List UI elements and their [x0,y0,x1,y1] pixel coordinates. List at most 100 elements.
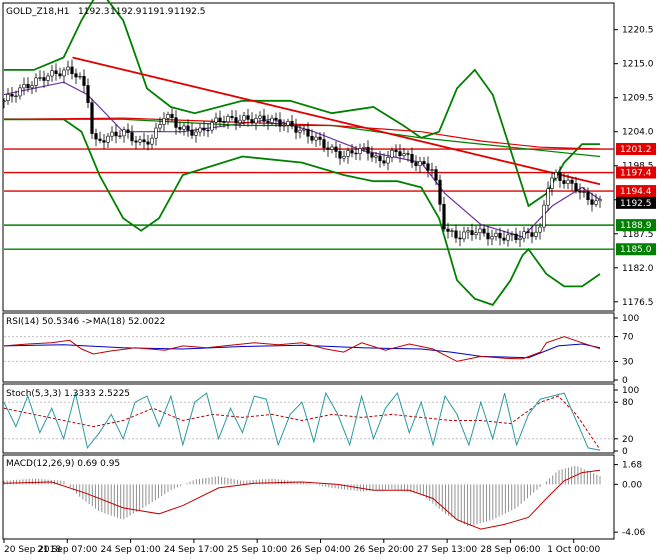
candle-body [198,127,202,133]
price-title: GOLD_Z18,H1 [6,7,69,17]
candle-body [590,199,594,205]
stochastic-panel[interactable] [2,383,615,454]
candle-body [382,160,386,164]
candle-body [390,149,394,158]
candle-body [154,127,158,139]
candle-body [370,152,374,158]
macd-panel[interactable] [2,454,615,540]
candle-body [430,169,434,171]
trendline [72,56,601,186]
stochastic-d-line [3,395,601,450]
price-level-tag [616,185,656,198]
ohlc-high: 1192.9 [110,7,142,17]
candle-body [418,161,422,166]
candle-body [278,119,282,127]
candle-body [122,129,126,137]
candle-body [318,136,322,140]
price-axis-tick-label: 1209.5 [622,94,654,104]
candle-body [118,135,122,137]
price-level-label: 1194.4 [620,187,652,197]
price-panel[interactable] [2,2,615,312]
candle-body [302,128,306,131]
candle-body [202,127,206,131]
time-axis-label: 1 Oct 00:00 [547,545,600,555]
candle-body [526,231,530,233]
candle-body [222,121,226,123]
macd-plot: 1.68 0.00 -4.06 [3,461,646,538]
ohlc-close: 1192.5 [174,7,206,17]
candle-body [534,231,538,237]
candle-body [286,121,290,126]
price-plot: 1220.51215.01209.51204.01198.51193.01187… [2,0,656,308]
candle-body [434,169,438,181]
candle-body [26,84,30,89]
candle-body [114,131,118,137]
candle-body [450,230,454,232]
price-axis-tick-label: 1176.5 [622,298,654,308]
candle-body [38,77,42,79]
candle-body [294,125,298,133]
price-level-label: 1201.2 [620,145,652,155]
candle-body [186,125,190,131]
candle-body [562,180,566,184]
candle-body [130,132,134,142]
rsi-line [3,336,601,362]
time-axis-label: 26 Sep 20:00 [354,545,414,555]
candle-body [414,162,418,166]
candle-body [386,157,390,164]
rsi-plot: 100 70 30 0 [3,314,639,386]
time-axis-label: 26 Sep 04:00 [290,545,350,555]
ohlc-low: 1191.9 [142,7,174,17]
bb-lower-line [4,118,601,306]
candle-body [566,179,570,184]
rsi-panel[interactable] [2,312,615,383]
candle-body [226,116,230,123]
candle-body [542,204,546,228]
candle-body [482,228,486,234]
candle-body [50,70,54,77]
candle-body [282,125,286,127]
ma-slow-red-line [3,117,601,150]
candle-body [574,183,578,192]
ohlc-open: 1192.3 [78,7,110,17]
rsi-axis-tick-label: 100 [622,314,639,324]
candle-body [506,234,510,241]
candle-body [338,151,342,159]
candle-body [90,102,94,134]
candle-body [598,199,602,202]
candle-body [94,133,98,140]
candle-body [34,77,38,86]
candle-body [166,114,170,119]
candle-body [126,129,130,133]
candle-body [350,150,354,154]
candle-body [310,135,314,141]
candle-body [206,129,210,132]
macd-axis-tick-label: -4.06 [622,528,646,538]
rsi-axis-tick-label: 70 [622,333,634,343]
candle-body [210,122,214,131]
candle-body [150,137,154,145]
candle-body [10,94,14,97]
price-level-tag [616,219,656,232]
stochastic-plot: 100 80 20 0 [3,386,639,457]
candle-body [422,161,426,164]
ma-slow-green-line [4,118,601,158]
candle-body [262,115,266,122]
time-axis-label: 20 Sep 2018 [4,545,61,555]
price-level-label: 1197.4 [620,169,652,179]
candle-body [178,127,182,130]
candle-body [54,70,58,75]
candle-body [346,150,350,157]
candle-body [218,117,222,123]
candle-body [238,119,242,124]
ma-fast-line [3,81,601,238]
candle-body [538,226,542,233]
candle-body [82,75,86,86]
price-level-tag [616,243,656,256]
candle-body [342,156,346,159]
candle-body [394,149,398,152]
candle-body [362,146,366,149]
macd-axis-tick-label: 0.00 [622,480,642,490]
candle-body [98,138,102,141]
